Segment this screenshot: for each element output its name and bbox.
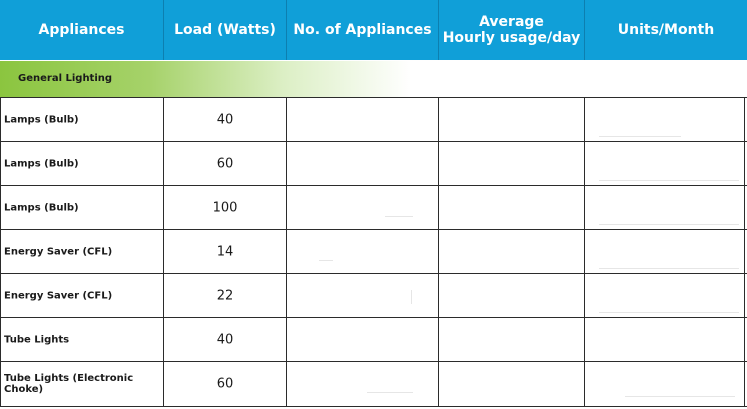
load-cell: 60 (164, 362, 287, 406)
table-row: Lamps (Bulb) 60 (0, 142, 747, 186)
table-row: Energy Saver (CFL) 14 (0, 230, 747, 274)
appliance-cell: Energy Saver (CFL) (0, 230, 164, 273)
load-cell: 40 (164, 98, 287, 141)
units-output[interactable] (585, 98, 745, 141)
units-output[interactable] (585, 186, 745, 229)
quantity-input[interactable] (287, 274, 439, 317)
load-value: 60 (216, 156, 234, 171)
hours-input[interactable] (439, 318, 585, 361)
appliance-name: Tube Lights (4, 334, 70, 345)
appliance-cell: Lamps (Bulb) (0, 142, 164, 185)
hours-input[interactable] (439, 186, 585, 229)
appliance-name: Lamps (Bulb) (4, 158, 79, 169)
appliance-cell: Tube Lights (Electronic Choke) (0, 362, 164, 406)
quantity-input[interactable] (287, 230, 439, 273)
header-load-watts: Load (Watts) (164, 0, 287, 60)
appliance-name: Energy Saver (CFL) (4, 246, 113, 257)
load-cell: 100 (164, 186, 287, 229)
header-average-hourly-usage-text: Average Hourly usage/day (442, 14, 581, 46)
load-cell: 60 (164, 142, 287, 185)
units-output[interactable] (585, 142, 745, 185)
load-value: 40 (216, 112, 234, 127)
appliance-name: Lamps (Bulb) (4, 202, 79, 213)
appliance-cell: Tube Lights (0, 318, 164, 361)
units-output[interactable] (585, 230, 745, 273)
appliance-cell: Energy Saver (CFL) (0, 274, 164, 317)
load-value: 22 (216, 288, 234, 303)
load-value: 100 (212, 200, 238, 215)
units-output[interactable] (585, 318, 745, 361)
load-value: 40 (216, 332, 234, 347)
appliance-cell: Lamps (Bulb) (0, 98, 164, 141)
quantity-input[interactable] (287, 318, 439, 361)
appliance-name: Lamps (Bulb) (4, 114, 79, 125)
hours-input[interactable] (439, 98, 585, 141)
quantity-input[interactable] (287, 142, 439, 185)
table-row: Tube Lights (Electronic Choke) 60 (0, 362, 747, 407)
load-cell: 22 (164, 274, 287, 317)
load-cell: 40 (164, 318, 287, 361)
table-row: Tube Lights 40 (0, 318, 747, 362)
table-row: Energy Saver (CFL) 22 (0, 274, 747, 318)
hours-input[interactable] (439, 230, 585, 273)
header-average-hourly-usage: Average Hourly usage/day (439, 0, 585, 60)
load-cell: 14 (164, 230, 287, 273)
hours-input[interactable] (439, 142, 585, 185)
units-output[interactable] (585, 274, 745, 317)
header-appliances: Appliances (0, 0, 164, 60)
section-label: General Lighting (18, 73, 113, 84)
appliance-cell: Lamps (Bulb) (0, 186, 164, 229)
header-no-of-appliances: No. of Appliances (287, 0, 439, 60)
table-row: Lamps (Bulb) 40 (0, 98, 747, 142)
section-general-lighting: General Lighting (0, 60, 747, 98)
load-value: 14 (216, 244, 234, 259)
quantity-input[interactable] (287, 362, 439, 406)
hours-input[interactable] (439, 362, 585, 406)
header-units-month: Units/Month (585, 0, 747, 60)
hours-input[interactable] (439, 274, 585, 317)
units-output[interactable] (585, 362, 745, 406)
table-row: Lamps (Bulb) 100 (0, 186, 747, 230)
appliance-name: Energy Saver (CFL) (4, 290, 113, 301)
load-value: 60 (216, 376, 234, 392)
quantity-input[interactable] (287, 186, 439, 229)
appliance-name: Tube Lights (Electronic Choke) (4, 373, 134, 395)
quantity-input[interactable] (287, 98, 439, 141)
